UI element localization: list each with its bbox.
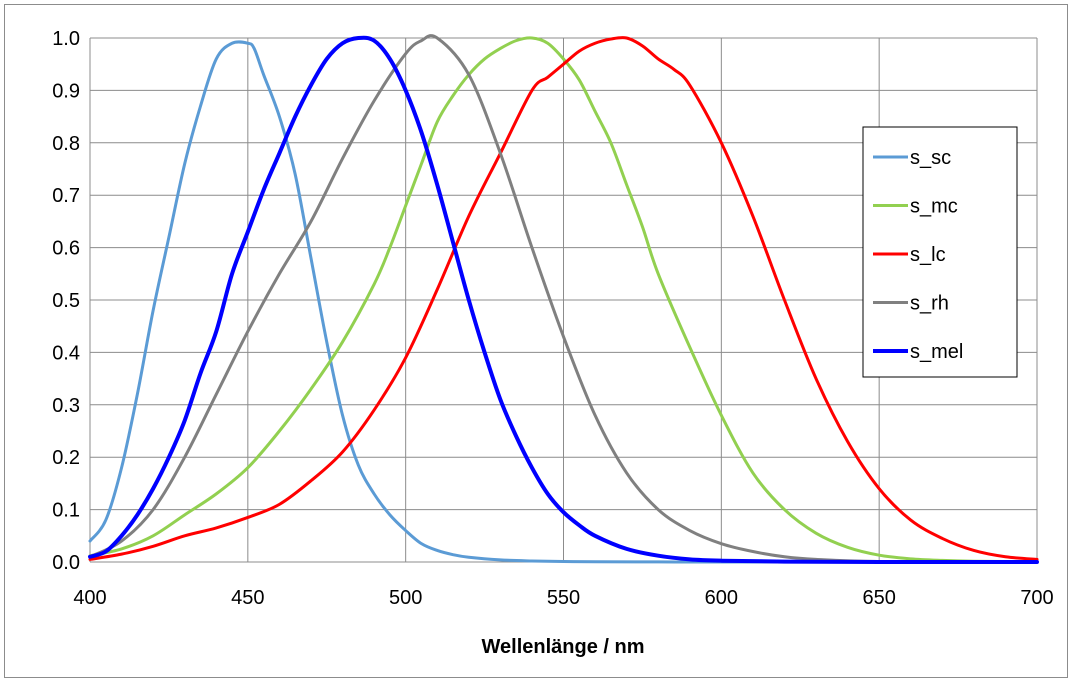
series-line-s-mc bbox=[88, 36, 1039, 564]
y-tick-label: 0.2 bbox=[52, 447, 80, 469]
y-tick-label: 1.0 bbox=[52, 28, 80, 50]
x-tick-label: 600 bbox=[705, 587, 738, 609]
y-tick-label: 0.4 bbox=[52, 342, 80, 364]
series-line-s-mel bbox=[88, 35, 1039, 564]
x-tick-label: 500 bbox=[389, 587, 422, 609]
y-tick-label: 0.1 bbox=[52, 500, 80, 522]
legend-box bbox=[862, 126, 1018, 378]
legend-label-s-mc: s_mc bbox=[910, 196, 958, 218]
x-tick-label: 650 bbox=[862, 587, 895, 609]
x-tick-labels: 400 450 500 550 600 650 700 bbox=[73, 587, 1053, 609]
x-tick-label: 400 bbox=[73, 587, 106, 609]
legend-label-s-rh: s_rh bbox=[910, 293, 949, 315]
y-tick-label: 0.3 bbox=[52, 395, 80, 417]
y-tick-label: 0.5 bbox=[52, 290, 80, 312]
series-lines bbox=[88, 34, 1039, 564]
y-tick-label: 0.9 bbox=[52, 80, 80, 102]
y-tick-labels: 0.0 0.1 0.2 0.3 0.4 0.5 0.6 0.7 0.8 0.9 1.0 bbox=[52, 28, 80, 574]
legend-label-s-mel: s_mel bbox=[910, 341, 963, 363]
series-line-s-sc bbox=[88, 40, 1039, 564]
x-tick-label: 550 bbox=[547, 587, 580, 609]
legend-label-s-lc: s_lc bbox=[910, 244, 946, 266]
y-tick-label: 0.7 bbox=[52, 185, 80, 207]
series-line-s-rh bbox=[88, 34, 1039, 564]
y-tick-label: 0.8 bbox=[52, 133, 80, 155]
x-tick-label: 450 bbox=[231, 587, 264, 609]
legend: s_sc s_mc s_lc s_rh s_mel bbox=[862, 126, 1018, 378]
x-tick-label: 700 bbox=[1020, 587, 1053, 609]
y-tick-label: 0.0 bbox=[52, 552, 80, 574]
y-tick-label: 0.6 bbox=[52, 238, 80, 260]
series-line-s-lc bbox=[88, 36, 1039, 561]
x-axis-title: Wellenlänge / nm bbox=[482, 636, 645, 658]
legend-label-s-sc: s_sc bbox=[910, 147, 951, 169]
